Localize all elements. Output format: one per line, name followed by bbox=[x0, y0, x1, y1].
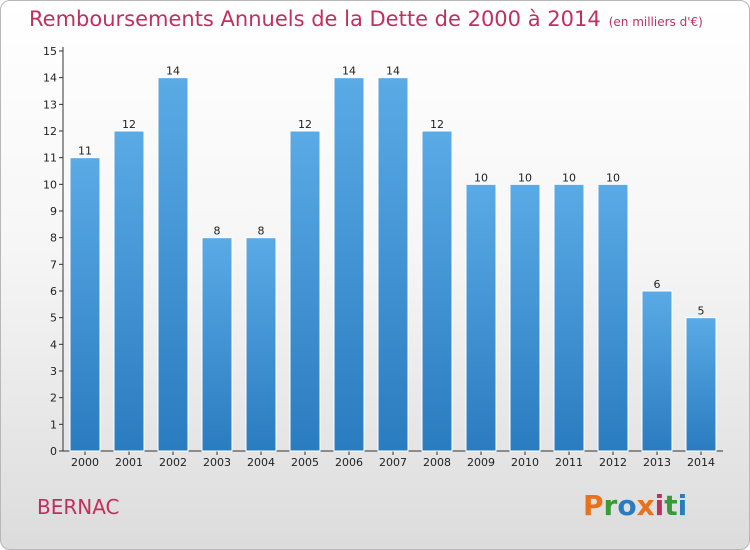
y-tick-label: 11 bbox=[43, 152, 57, 165]
logo-letter: x bbox=[636, 489, 655, 522]
x-tick-label: 2002 bbox=[159, 456, 187, 469]
bar bbox=[553, 183, 585, 452]
y-tick-label: 1 bbox=[50, 418, 57, 431]
logo-letter: t bbox=[664, 489, 678, 522]
bar-value-label: 6 bbox=[654, 278, 661, 291]
y-tick-label: 2 bbox=[50, 392, 57, 405]
y-tick-label: 10 bbox=[43, 178, 57, 191]
x-tick-label: 2007 bbox=[379, 456, 407, 469]
logo-letter: i bbox=[654, 489, 665, 522]
bar bbox=[377, 77, 409, 452]
bar bbox=[597, 183, 629, 452]
bar-value-label: 12 bbox=[122, 118, 136, 131]
bar-value-label: 10 bbox=[606, 171, 620, 184]
bar bbox=[69, 157, 101, 452]
bar-value-label: 8 bbox=[214, 225, 221, 238]
y-tick-label: 4 bbox=[50, 338, 57, 351]
bar-value-label: 14 bbox=[166, 65, 180, 78]
bar bbox=[157, 77, 189, 452]
bar bbox=[289, 130, 321, 452]
bar-value-label: 12 bbox=[430, 118, 444, 131]
x-tick-label: 2000 bbox=[71, 456, 99, 469]
commune-name: BERNAC bbox=[37, 495, 120, 519]
x-tick-label: 2010 bbox=[511, 456, 539, 469]
x-tick-label: 2009 bbox=[467, 456, 495, 469]
y-tick-label: 15 bbox=[43, 45, 57, 58]
x-tick-label: 2011 bbox=[555, 456, 583, 469]
x-tick-label: 2005 bbox=[291, 456, 319, 469]
x-tick-label: 2013 bbox=[643, 456, 671, 469]
bar bbox=[245, 237, 277, 452]
y-tick-label: 0 bbox=[50, 445, 57, 458]
bar-value-label: 14 bbox=[386, 65, 400, 78]
x-tick-label: 2012 bbox=[599, 456, 627, 469]
bar bbox=[685, 317, 717, 452]
chart-labels: 11 2000 12 2001 14 2002 8 2003 8 2004 12 2005 14 2006… bbox=[71, 65, 715, 469]
y-tick-label: 9 bbox=[50, 205, 57, 218]
chart-bars bbox=[69, 77, 717, 452]
bar-value-label: 14 bbox=[342, 65, 356, 78]
bar-value-label: 10 bbox=[518, 171, 532, 184]
bar-value-label: 12 bbox=[298, 118, 312, 131]
y-tick-label: 6 bbox=[50, 285, 57, 298]
bar bbox=[421, 130, 453, 452]
bar bbox=[113, 130, 145, 452]
y-tick-label: 13 bbox=[43, 98, 57, 111]
y-tick-label: 12 bbox=[43, 125, 57, 138]
logo-letter: r bbox=[603, 489, 618, 522]
logo-letter: i bbox=[677, 489, 688, 522]
bar bbox=[641, 290, 673, 452]
x-tick-label: 2004 bbox=[247, 456, 275, 469]
x-tick-label: 2008 bbox=[423, 456, 451, 469]
x-tick-label: 2003 bbox=[203, 456, 231, 469]
proxiti-logo: Proxiti bbox=[583, 489, 687, 522]
bar-value-label: 10 bbox=[562, 171, 576, 184]
x-tick-label: 2001 bbox=[115, 456, 143, 469]
bar-value-label: 8 bbox=[258, 225, 265, 238]
y-tick-label: 14 bbox=[43, 72, 57, 85]
y-tick-label: 8 bbox=[50, 232, 57, 245]
logo-letter: P bbox=[583, 489, 604, 522]
x-tick-label: 2006 bbox=[335, 456, 363, 469]
x-tick-label: 2014 bbox=[687, 456, 715, 469]
bar bbox=[465, 183, 497, 452]
chart-title: Remboursements Annuels de la Dette de 20… bbox=[29, 7, 703, 31]
y-tick-label: 5 bbox=[50, 312, 57, 325]
bar-value-label: 11 bbox=[78, 145, 92, 158]
bar bbox=[201, 237, 233, 452]
bar bbox=[509, 183, 541, 452]
y-tick-label: 3 bbox=[50, 365, 57, 378]
y-tick-label: 7 bbox=[50, 258, 57, 271]
bar bbox=[333, 77, 365, 452]
chart-unit: (en milliers d'€) bbox=[608, 15, 703, 29]
bar-value-label: 5 bbox=[698, 305, 705, 318]
chart-title-text: Remboursements Annuels de la Dette de 20… bbox=[29, 7, 601, 31]
logo-letter: o bbox=[617, 489, 637, 522]
bar-value-label: 10 bbox=[474, 171, 488, 184]
